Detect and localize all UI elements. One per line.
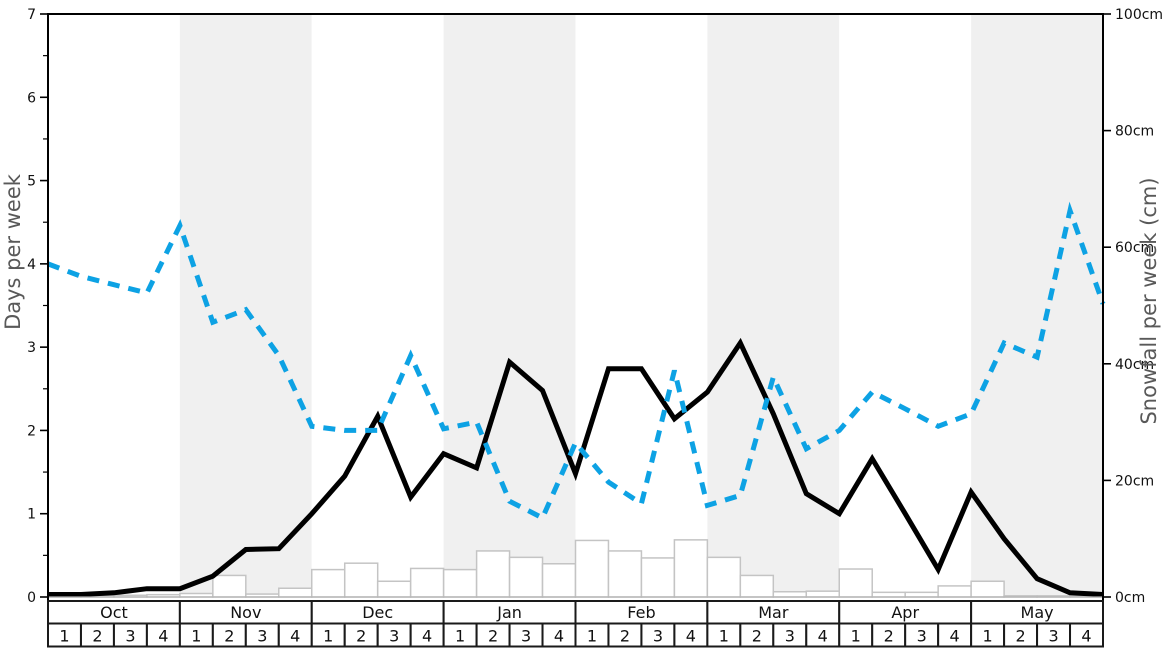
week-number: 2 <box>620 627 630 646</box>
month-label: Apr <box>891 603 919 622</box>
right-axis-tick-label: 20cm <box>1115 473 1154 489</box>
month-label: Mar <box>758 603 789 622</box>
week-number: 3 <box>125 627 135 646</box>
week-number: 1 <box>455 627 465 646</box>
snowfall-bar <box>442 568 478 598</box>
snowfall-bar <box>871 591 906 598</box>
week-number: 1 <box>983 627 993 646</box>
week-number: 4 <box>950 627 960 646</box>
week-number: 4 <box>686 627 696 646</box>
week-number: 1 <box>191 627 201 646</box>
week-number: 3 <box>257 627 267 646</box>
week-number: 4 <box>290 627 300 646</box>
snowfall-bar <box>739 574 775 598</box>
month-band <box>311 14 444 597</box>
left-axis-tick-label: 4 <box>27 257 36 273</box>
month-band <box>443 14 576 597</box>
month-label: May <box>1021 603 1054 622</box>
week-number: 1 <box>59 627 69 646</box>
snowfall-bar <box>311 568 346 598</box>
week-number: 3 <box>917 627 927 646</box>
axes-and-ticks: 0 1 2 3 4 5 6 7 0cm 20cm 40cm 60cm 80cm 100cm <box>27 7 1163 606</box>
week-number: 2 <box>92 627 102 646</box>
month-band <box>575 14 708 597</box>
week-number: 3 <box>521 627 531 646</box>
snowfall-bar <box>937 585 972 598</box>
snowfall-bar <box>278 587 313 598</box>
left-axis-tick-label: 3 <box>27 340 36 356</box>
snowfall-bar <box>673 539 709 598</box>
snowfall-bar <box>706 556 742 598</box>
month-band <box>48 14 180 597</box>
snowfall-bar <box>541 563 577 598</box>
week-number: 3 <box>653 627 663 646</box>
month-band <box>971 14 1103 597</box>
week-number: 1 <box>719 627 729 646</box>
week-number: 4 <box>1081 627 1091 646</box>
black-solid-line <box>48 337 1104 597</box>
bottom-week-table: Oct Nov Dec Jan Feb Mar Apr May 1 2 3 4 1 2 3 4 1 2 3 4 1 2 3 4… <box>47 600 1104 648</box>
left-axis-tick-label: 0 <box>27 590 36 606</box>
month-label: Nov <box>230 603 261 622</box>
week-number: 2 <box>752 627 762 646</box>
left-axis-tick-label: 7 <box>27 7 36 23</box>
month-band <box>707 14 840 597</box>
snowfall-bar <box>343 562 379 598</box>
plot-spines <box>47 13 1104 601</box>
left-axis-tick-label: 2 <box>27 423 36 439</box>
week-number: 4 <box>158 627 168 646</box>
left-axis-tick-label: 5 <box>27 174 36 190</box>
data-lines <box>47 201 1106 597</box>
week-number: 3 <box>1048 627 1058 646</box>
snowfall-bar <box>475 550 511 598</box>
snowfall-bar <box>805 590 840 598</box>
week-number: 2 <box>224 627 234 646</box>
snowfall-bar <box>772 591 808 598</box>
week-number: 1 <box>851 627 861 646</box>
month-label: Jan <box>496 603 522 622</box>
right-axis-tick-label: 40cm <box>1115 357 1154 373</box>
week-number: 4 <box>818 627 828 646</box>
week-number: 3 <box>785 627 795 646</box>
month-label: Oct <box>100 603 128 622</box>
snowfall-bar <box>508 556 544 598</box>
week-number: 2 <box>884 627 894 646</box>
snowfall-bar <box>574 539 610 598</box>
week-number: 2 <box>488 627 498 646</box>
snowfall-bar <box>640 557 676 598</box>
week-cell <box>1069 622 1104 648</box>
snowfall-bar <box>607 550 643 598</box>
snowfall-bar <box>212 574 247 598</box>
right-axis-tick-label: 60cm <box>1115 240 1154 256</box>
week-number: 3 <box>389 627 399 646</box>
snowfall-bar <box>376 580 412 598</box>
week-number: 2 <box>1015 627 1025 646</box>
week-number: 1 <box>323 627 333 646</box>
right-axis-title: Snowfall per week (cm) <box>1137 177 1161 424</box>
right-axis-tick-label: 80cm <box>1115 124 1154 140</box>
left-axis-title: Days per week <box>1 173 25 330</box>
snowfall-bar <box>838 568 873 598</box>
month-label: Feb <box>627 603 655 622</box>
week-number: 4 <box>422 627 432 646</box>
snowfall-bar <box>904 591 939 598</box>
week-number: 2 <box>356 627 366 646</box>
week-number: 4 <box>554 627 564 646</box>
week-number: 1 <box>587 627 597 646</box>
left-axis-tick-label: 6 <box>27 90 36 106</box>
right-axis-tick-label: 100cm <box>1115 7 1163 23</box>
snowfall-bar <box>970 580 1005 598</box>
month-label: Dec <box>362 603 393 622</box>
snowfall-bar <box>409 567 445 598</box>
left-axis-tick-label: 1 <box>27 507 36 523</box>
month-band <box>179 14 312 597</box>
blue-dashed-line <box>47 201 1106 522</box>
snowfall-bars <box>47 539 1104 598</box>
right-axis-tick-label: 0cm <box>1115 590 1145 606</box>
month-band <box>839 14 972 597</box>
